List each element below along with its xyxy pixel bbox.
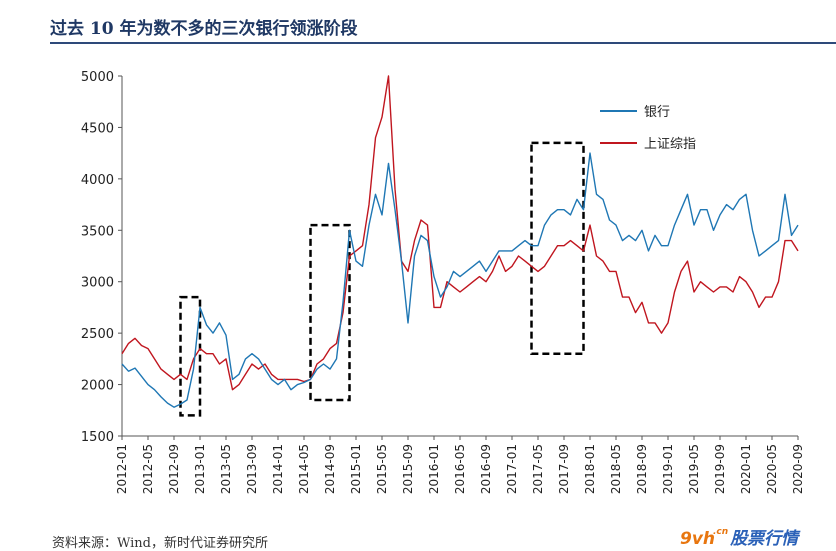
- page-title: 过去 10 年为数不多的三次银行领涨阶段: [50, 19, 358, 39]
- x-tick-label: 2015-01: [349, 444, 363, 494]
- series-line-index: [121, 75, 799, 391]
- x-tick-label: 2014-01: [271, 444, 285, 494]
- highlight-box: [309, 223, 351, 402]
- x-tick-label: 2013-09: [245, 444, 259, 494]
- line-chart: 1500 2000 2500 3000 3500 4000 4500 5000 2012-01 2…: [81, 70, 805, 494]
- legend-label-index: 上证综指: [644, 137, 696, 152]
- x-tick-label: 2020-05: [765, 444, 779, 494]
- site-watermark: 9vh.cn 股票行情: [680, 524, 798, 549]
- x-tick-label: 2020-01: [739, 444, 753, 494]
- y-tick-label: 3000: [81, 276, 114, 291]
- x-tick-label: 2014-05: [297, 444, 311, 494]
- y-tick-label: 1500: [81, 430, 114, 445]
- x-tick-label: 2012-01: [115, 444, 129, 494]
- x-tick-label: 2012-09: [167, 444, 181, 494]
- watermark-logo: 9vh: [680, 529, 716, 549]
- highlight-box: [530, 141, 585, 355]
- x-tick-label: 2020-09: [791, 444, 805, 494]
- y-tick-label: 4500: [81, 121, 114, 136]
- x-tick-label: 2019-05: [687, 444, 701, 494]
- y-tick-label: 3500: [81, 224, 114, 239]
- x-tick-label: 2015-09: [401, 444, 415, 494]
- source-note: 资料来源：Wind，新时代证券研究所: [52, 536, 268, 551]
- chart-axes: 1500 2000 2500 3000 3500 4000 4500 5000 2012-01 2…: [81, 70, 805, 494]
- x-tick-label: 2013-01: [193, 444, 207, 494]
- y-tick-label: 2500: [81, 327, 114, 342]
- x-tick-label: 2013-05: [219, 444, 233, 494]
- x-tick-label: 2019-09: [713, 444, 727, 494]
- x-tick-label: 2018-01: [583, 444, 597, 494]
- title-underline: [50, 42, 836, 44]
- watermark-domain: .cn: [713, 527, 729, 537]
- x-tick-label: 2017-09: [557, 444, 571, 494]
- x-tick-label: 2018-09: [635, 444, 649, 494]
- y-tick-label: 4000: [81, 173, 114, 188]
- y-tick-label: 5000: [81, 70, 114, 85]
- x-tick-label: 2017-01: [505, 444, 519, 494]
- x-tick-label: 2016-09: [479, 444, 493, 494]
- highlight-box: [179, 295, 202, 417]
- x-tick-label: 2019-01: [661, 444, 675, 494]
- x-tick-label: 2016-05: [453, 444, 467, 494]
- y-tick-label: 2000: [81, 379, 114, 394]
- highlight-boxes: [179, 141, 585, 417]
- series-lines: [121, 75, 799, 408]
- series-line-bank: [121, 152, 799, 408]
- x-tick-label: 2017-05: [531, 444, 545, 494]
- x-tick-label: 2016-01: [427, 444, 441, 494]
- legend-label-bank: 银行: [644, 105, 670, 120]
- x-tick-label: 2014-09: [323, 444, 337, 494]
- x-tick-label: 2018-05: [609, 444, 623, 494]
- x-tick-label: 2015-05: [375, 444, 389, 494]
- x-tick-label: 2012-05: [141, 444, 155, 494]
- watermark-site-name: 股票行情: [730, 529, 799, 549]
- chart-legend: 银行 上证综指: [600, 105, 696, 152]
